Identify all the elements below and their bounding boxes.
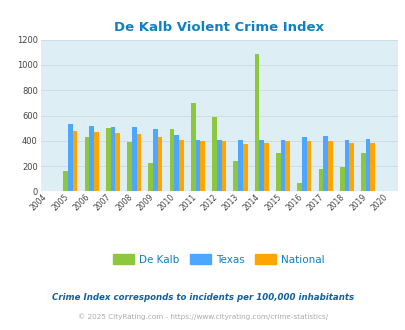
Bar <box>212 117 216 191</box>
Text: © 2025 CityRating.com - https://www.cityrating.com/crime-statistics/: © 2025 CityRating.com - https://www.city… <box>78 314 327 320</box>
Bar <box>301 137 306 191</box>
Bar <box>264 143 268 191</box>
Bar <box>68 124 72 191</box>
Bar <box>259 140 264 191</box>
Bar <box>94 132 98 191</box>
Bar <box>344 140 348 191</box>
Bar <box>72 131 77 191</box>
Bar <box>296 183 301 191</box>
Bar <box>115 133 119 191</box>
Bar <box>153 129 158 191</box>
Bar <box>285 142 289 191</box>
Bar <box>63 171 68 191</box>
Bar <box>306 142 311 191</box>
Bar <box>322 136 327 191</box>
Bar <box>179 140 183 191</box>
Bar <box>238 140 242 191</box>
Bar <box>339 167 344 191</box>
Bar <box>365 139 369 191</box>
Bar <box>275 153 280 191</box>
Bar <box>280 140 285 191</box>
Legend: De Kalb, Texas, National: De Kalb, Texas, National <box>113 254 324 265</box>
Bar <box>200 142 205 191</box>
Bar <box>216 140 221 191</box>
Bar <box>195 140 200 191</box>
Bar <box>106 128 110 191</box>
Bar <box>360 153 365 191</box>
Bar <box>327 142 332 191</box>
Bar <box>254 54 259 191</box>
Bar <box>242 144 247 191</box>
Bar <box>110 127 115 191</box>
Bar <box>221 142 226 191</box>
Title: De Kalb Violent Crime Index: De Kalb Violent Crime Index <box>114 21 324 34</box>
Text: Crime Index corresponds to incidents per 100,000 inhabitants: Crime Index corresponds to incidents per… <box>52 292 353 302</box>
Bar <box>148 163 153 191</box>
Bar <box>89 126 94 191</box>
Bar <box>190 103 195 191</box>
Bar <box>132 127 136 191</box>
Bar <box>158 137 162 191</box>
Bar <box>127 142 132 191</box>
Bar <box>84 137 89 191</box>
Bar <box>369 143 374 191</box>
Bar <box>136 135 141 191</box>
Bar <box>174 135 179 191</box>
Bar <box>233 161 238 191</box>
Bar <box>348 143 353 191</box>
Bar <box>169 129 174 191</box>
Bar <box>318 169 322 191</box>
